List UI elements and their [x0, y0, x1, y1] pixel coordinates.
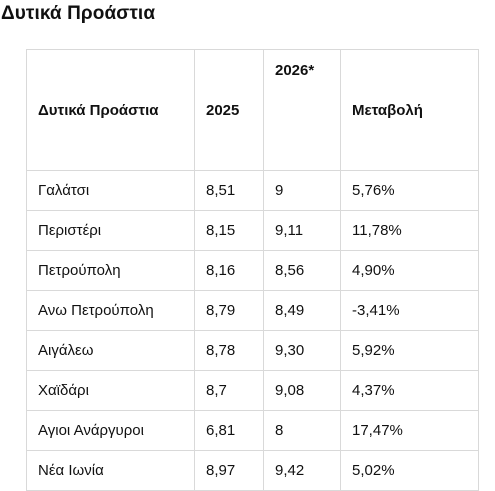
cell-2025: 8,79	[194, 290, 264, 331]
cell-change: -3,41%	[340, 290, 479, 331]
cell-change: 5,92%	[340, 330, 479, 371]
table-header: Δυτικά Προάστια 2025 2026* Μεταβολή	[26, 49, 479, 171]
table-row: Χαϊδάρι 8,7 9,08 4,37%	[26, 370, 479, 411]
cell-2026: 8	[263, 410, 341, 451]
cell-2026: 9	[263, 170, 341, 211]
header-2026: 2026*	[263, 49, 341, 171]
cell-area: Νέα Ιωνία	[26, 450, 195, 491]
cell-area: Γαλάτσι	[26, 170, 195, 211]
cell-2025: 8,16	[194, 250, 264, 291]
cell-2025: 8,7	[194, 370, 264, 411]
cell-change: 4,37%	[340, 370, 479, 411]
cell-2026: 9,11	[263, 210, 341, 251]
cell-2026: 9,30	[263, 330, 341, 371]
cell-2025: 8,78	[194, 330, 264, 371]
header-2025: 2025	[194, 49, 264, 171]
table-row: Ανω Πετρούπολη 8,79 8,49 -3,41%	[26, 290, 479, 331]
cell-area: Ανω Πετρούπολη	[26, 290, 195, 331]
table-row: Πετρούπολη 8,16 8,56 4,90%	[26, 250, 479, 291]
header-change: Μεταβολή	[340, 49, 479, 171]
table-row: Αγιοι Ανάργυροι 6,81 8 17,47%	[26, 410, 479, 451]
cell-2026: 8,56	[263, 250, 341, 291]
cell-2025: 6,81	[194, 410, 264, 451]
page-title: Δυτικά Προάστια	[1, 3, 156, 24]
cell-2026: 9,42	[263, 450, 341, 491]
table-row: Γαλάτσι 8,51 9 5,76%	[26, 170, 479, 211]
cell-2026: 9,08	[263, 370, 341, 411]
cell-change: 4,90%	[340, 250, 479, 291]
cell-area: Χαϊδάρι	[26, 370, 195, 411]
table-row: Περιστέρι 8,15 9,11 11,78%	[26, 210, 479, 251]
header-row: Δυτικά Προάστια 2025 2026* Μεταβολή	[26, 49, 479, 171]
cell-change: 5,76%	[340, 170, 479, 211]
table-body: Γαλάτσι 8,51 9 5,76% Περιστέρι 8,15 9,11…	[26, 170, 479, 491]
table-row: Αιγάλεω 8,78 9,30 5,92%	[26, 330, 479, 371]
cell-change: 5,02%	[340, 450, 479, 491]
cell-area: Αιγάλεω	[26, 330, 195, 371]
header-area: Δυτικά Προάστια	[26, 49, 195, 171]
table-row: Νέα Ιωνία 8,97 9,42 5,02%	[26, 450, 479, 491]
cell-change: 17,47%	[340, 410, 479, 451]
cell-area: Αγιοι Ανάργυροι	[26, 410, 195, 451]
cell-area: Πετρούπολη	[26, 250, 195, 291]
cell-change: 11,78%	[340, 210, 479, 251]
price-table: Δυτικά Προάστια 2025 2026* Μεταβολή Γαλά…	[26, 49, 479, 491]
cell-2025: 8,97	[194, 450, 264, 491]
cell-2025: 8,15	[194, 210, 264, 251]
cell-2025: 8,51	[194, 170, 264, 211]
cell-area: Περιστέρι	[26, 210, 195, 251]
cell-2026: 8,49	[263, 290, 341, 331]
